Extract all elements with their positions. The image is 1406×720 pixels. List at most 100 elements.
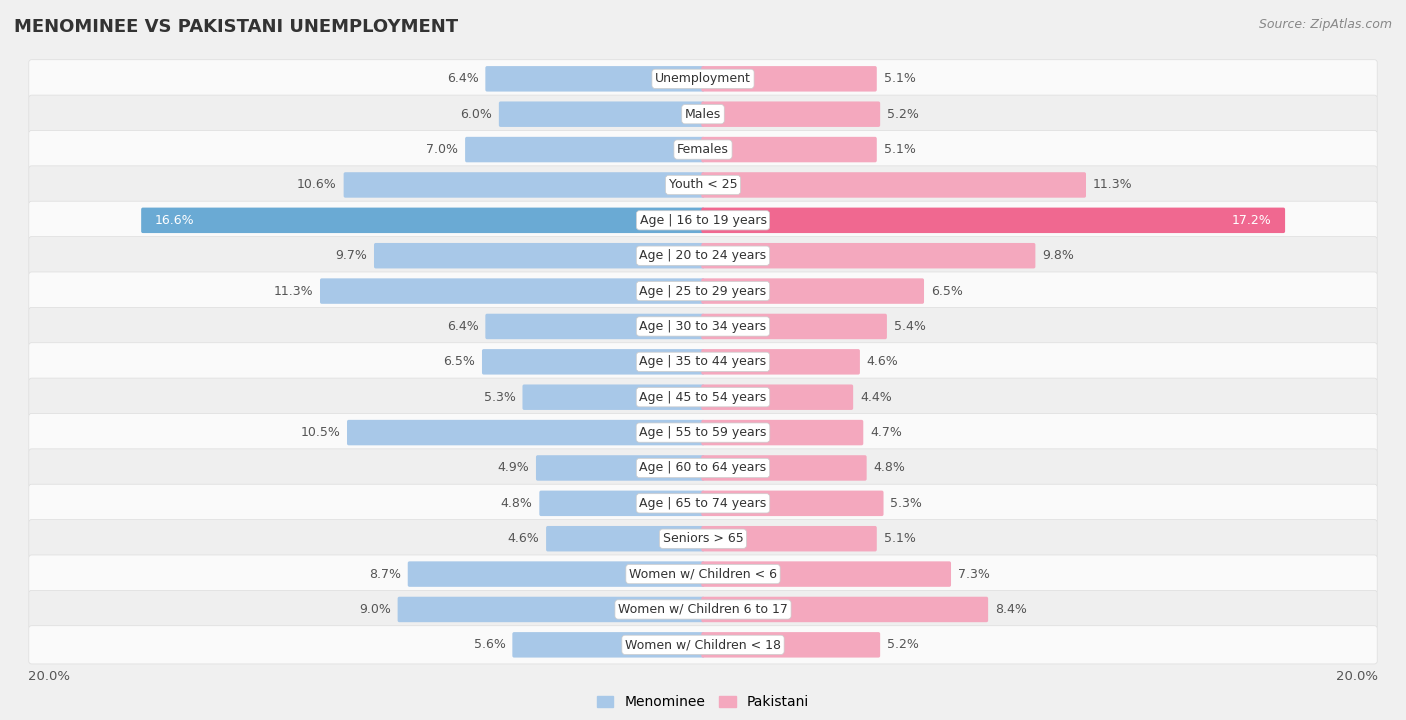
FancyBboxPatch shape xyxy=(28,60,1378,98)
Text: 5.3%: 5.3% xyxy=(484,391,516,404)
Text: 20.0%: 20.0% xyxy=(28,670,70,683)
FancyBboxPatch shape xyxy=(702,207,1285,233)
FancyBboxPatch shape xyxy=(702,279,924,304)
Text: 7.3%: 7.3% xyxy=(957,567,990,580)
FancyBboxPatch shape xyxy=(702,102,880,127)
Text: 6.4%: 6.4% xyxy=(447,72,478,86)
Text: Age | 20 to 24 years: Age | 20 to 24 years xyxy=(640,249,766,262)
FancyBboxPatch shape xyxy=(28,485,1378,523)
Text: Age | 16 to 19 years: Age | 16 to 19 years xyxy=(640,214,766,227)
FancyBboxPatch shape xyxy=(702,243,1035,269)
FancyBboxPatch shape xyxy=(536,455,704,481)
Text: 4.6%: 4.6% xyxy=(508,532,540,545)
Text: 6.0%: 6.0% xyxy=(460,108,492,121)
FancyBboxPatch shape xyxy=(702,526,877,552)
Text: 10.5%: 10.5% xyxy=(301,426,340,439)
Text: 5.2%: 5.2% xyxy=(887,108,918,121)
FancyBboxPatch shape xyxy=(465,137,704,162)
FancyBboxPatch shape xyxy=(499,102,704,127)
FancyBboxPatch shape xyxy=(28,343,1378,381)
Text: 5.3%: 5.3% xyxy=(890,497,922,510)
Text: Youth < 25: Youth < 25 xyxy=(669,179,737,192)
Text: Women w/ Children < 6: Women w/ Children < 6 xyxy=(628,567,778,580)
FancyBboxPatch shape xyxy=(28,307,1378,346)
FancyBboxPatch shape xyxy=(28,555,1378,593)
Text: 8.7%: 8.7% xyxy=(368,567,401,580)
Text: Seniors > 65: Seniors > 65 xyxy=(662,532,744,545)
FancyBboxPatch shape xyxy=(28,520,1378,558)
Text: 5.1%: 5.1% xyxy=(883,532,915,545)
Text: Age | 25 to 29 years: Age | 25 to 29 years xyxy=(640,284,766,297)
Text: Source: ZipAtlas.com: Source: ZipAtlas.com xyxy=(1258,18,1392,31)
Text: 9.0%: 9.0% xyxy=(359,603,391,616)
Text: 10.6%: 10.6% xyxy=(297,179,337,192)
Text: Age | 65 to 74 years: Age | 65 to 74 years xyxy=(640,497,766,510)
Text: 6.5%: 6.5% xyxy=(931,284,963,297)
Text: MENOMINEE VS PAKISTANI UNEMPLOYMENT: MENOMINEE VS PAKISTANI UNEMPLOYMENT xyxy=(14,18,458,36)
Text: Males: Males xyxy=(685,108,721,121)
Text: Age | 45 to 54 years: Age | 45 to 54 years xyxy=(640,391,766,404)
FancyBboxPatch shape xyxy=(702,562,950,587)
Legend: Menominee, Pakistani: Menominee, Pakistani xyxy=(591,690,815,715)
Text: Women w/ Children 6 to 17: Women w/ Children 6 to 17 xyxy=(619,603,787,616)
Text: Females: Females xyxy=(678,143,728,156)
Text: 6.5%: 6.5% xyxy=(443,356,475,369)
Text: 16.6%: 16.6% xyxy=(155,214,194,227)
FancyBboxPatch shape xyxy=(485,66,704,91)
Text: Unemployment: Unemployment xyxy=(655,72,751,86)
Text: Age | 30 to 34 years: Age | 30 to 34 years xyxy=(640,320,766,333)
FancyBboxPatch shape xyxy=(28,413,1378,451)
FancyBboxPatch shape xyxy=(702,172,1085,198)
FancyBboxPatch shape xyxy=(702,384,853,410)
Text: Age | 35 to 44 years: Age | 35 to 44 years xyxy=(640,356,766,369)
FancyBboxPatch shape xyxy=(28,272,1378,310)
FancyBboxPatch shape xyxy=(28,590,1378,629)
FancyBboxPatch shape xyxy=(702,490,883,516)
Text: 7.0%: 7.0% xyxy=(426,143,458,156)
FancyBboxPatch shape xyxy=(28,95,1378,133)
Text: 5.6%: 5.6% xyxy=(474,639,506,652)
FancyBboxPatch shape xyxy=(321,279,704,304)
Text: 4.6%: 4.6% xyxy=(866,356,898,369)
Text: 17.2%: 17.2% xyxy=(1232,214,1271,227)
FancyBboxPatch shape xyxy=(374,243,704,269)
Text: 11.3%: 11.3% xyxy=(274,284,314,297)
Text: 5.4%: 5.4% xyxy=(894,320,925,333)
Text: 4.7%: 4.7% xyxy=(870,426,901,439)
Text: 5.2%: 5.2% xyxy=(887,639,918,652)
FancyBboxPatch shape xyxy=(512,632,704,657)
FancyBboxPatch shape xyxy=(398,597,704,622)
FancyBboxPatch shape xyxy=(702,420,863,445)
Text: Age | 60 to 64 years: Age | 60 to 64 years xyxy=(640,462,766,474)
FancyBboxPatch shape xyxy=(343,172,704,198)
FancyBboxPatch shape xyxy=(702,66,877,91)
FancyBboxPatch shape xyxy=(28,130,1378,168)
FancyBboxPatch shape xyxy=(482,349,704,374)
Text: 6.4%: 6.4% xyxy=(447,320,478,333)
FancyBboxPatch shape xyxy=(702,632,880,657)
Text: 9.7%: 9.7% xyxy=(336,249,367,262)
FancyBboxPatch shape xyxy=(408,562,704,587)
FancyBboxPatch shape xyxy=(702,597,988,622)
FancyBboxPatch shape xyxy=(702,314,887,339)
FancyBboxPatch shape xyxy=(702,349,860,374)
FancyBboxPatch shape xyxy=(485,314,704,339)
FancyBboxPatch shape xyxy=(141,207,704,233)
Text: 11.3%: 11.3% xyxy=(1092,179,1132,192)
FancyBboxPatch shape xyxy=(28,378,1378,416)
Text: 5.1%: 5.1% xyxy=(883,72,915,86)
Text: 5.1%: 5.1% xyxy=(883,143,915,156)
FancyBboxPatch shape xyxy=(28,449,1378,487)
FancyBboxPatch shape xyxy=(523,384,704,410)
Text: 4.9%: 4.9% xyxy=(498,462,529,474)
FancyBboxPatch shape xyxy=(28,201,1378,240)
Text: 4.8%: 4.8% xyxy=(873,462,905,474)
Text: 4.4%: 4.4% xyxy=(860,391,891,404)
Text: 20.0%: 20.0% xyxy=(1336,670,1378,683)
FancyBboxPatch shape xyxy=(28,166,1378,204)
FancyBboxPatch shape xyxy=(347,420,704,445)
Text: 4.8%: 4.8% xyxy=(501,497,533,510)
Text: Age | 55 to 59 years: Age | 55 to 59 years xyxy=(640,426,766,439)
FancyBboxPatch shape xyxy=(702,455,866,481)
FancyBboxPatch shape xyxy=(546,526,704,552)
